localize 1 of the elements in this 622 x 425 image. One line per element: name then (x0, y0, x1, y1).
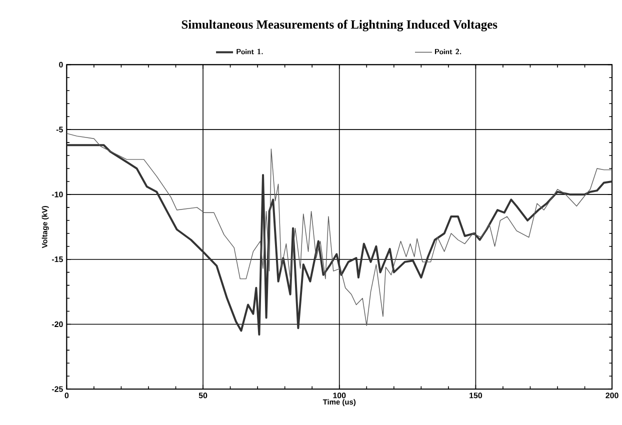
chart-title: Simultaneous Measurements of Lightning Induced Voltages (182, 20, 498, 32)
